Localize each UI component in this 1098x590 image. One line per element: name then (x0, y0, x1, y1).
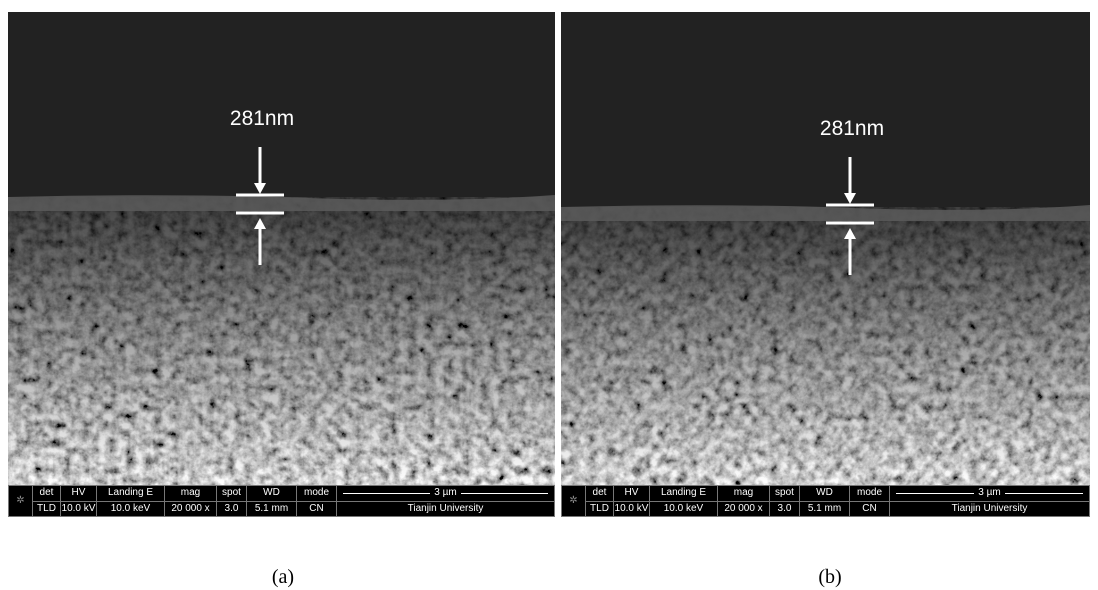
info-value: 20 000 x (718, 501, 770, 517)
thickness-label: 281nm (820, 117, 884, 140)
caption: (a) (272, 566, 294, 589)
thickness-label: 281nm (230, 107, 294, 130)
info-label: Landing E (650, 486, 718, 502)
info-label: Landing E (97, 486, 165, 502)
institution: Tianjin University (890, 501, 1090, 517)
info-label: HV (61, 486, 97, 502)
info-label: HV (614, 486, 650, 502)
info-value: 20 000 x (165, 501, 217, 517)
info-label: mode (850, 486, 890, 502)
info-label: spot (770, 486, 800, 502)
info-label: WD (247, 486, 297, 502)
info-label: mag (718, 486, 770, 502)
info-value: TLD (33, 501, 61, 517)
info-value: 3.0 (770, 501, 800, 517)
info-value: 5.1 mm (800, 501, 850, 517)
info-label: det (33, 486, 61, 502)
info-value: TLD (586, 501, 614, 517)
scale-bar: 3 µm (337, 486, 555, 502)
info-value: 10.0 keV (650, 501, 718, 517)
micrograph: 281nm (561, 12, 1090, 485)
info-label: mag (165, 486, 217, 502)
logo: ✲ (562, 486, 586, 517)
scale-label: 3 µm (434, 486, 456, 500)
caption: (b) (818, 566, 841, 589)
scale-bar: 3 µm (890, 486, 1090, 502)
info-value: 5.1 mm (247, 501, 297, 517)
info-value: CN (850, 501, 890, 517)
info-label: WD (800, 486, 850, 502)
logo: ✲ (9, 486, 33, 517)
info-label: spot (217, 486, 247, 502)
shading (8, 197, 555, 485)
institution: Tianjin University (337, 501, 555, 517)
info-value: CN (297, 501, 337, 517)
scale-label: 3 µm (978, 486, 1000, 500)
info-label: mode (297, 486, 337, 502)
info-value: 10.0 keV (97, 501, 165, 517)
micrograph: 281nm (8, 12, 555, 485)
info-value: 10.0 kV (614, 501, 650, 517)
shading (561, 207, 1090, 485)
info-label: det (586, 486, 614, 502)
info-value: 10.0 kV (61, 501, 97, 517)
info-value: 3.0 (217, 501, 247, 517)
page: {"panels": [ {"annotation": "281nm", "in… (0, 0, 1098, 590)
